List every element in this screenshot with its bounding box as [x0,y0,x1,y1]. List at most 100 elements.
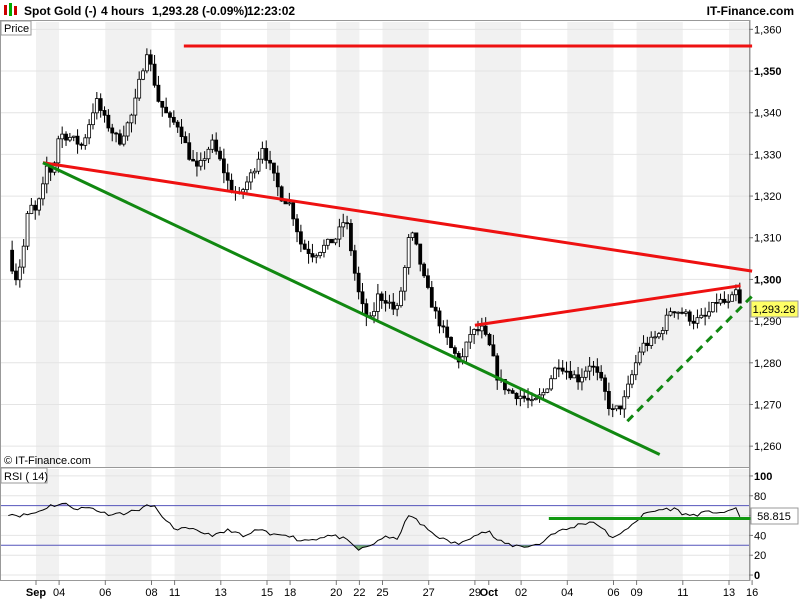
candle-up [664,314,669,331]
candle-up [726,300,731,303]
price-tick-label: 1,330 [754,149,782,161]
candle-up [56,138,61,164]
candle-down [503,379,507,391]
candle-down [737,289,742,304]
candle-down [672,311,677,314]
trendline-rising-support [626,295,754,423]
candle-up [256,158,261,172]
day-band [267,22,291,467]
candle-down [106,114,111,129]
candle-down [33,204,38,211]
candle-down [291,202,296,220]
candle-down [645,342,650,346]
candle-up [653,336,657,339]
candle-up [94,98,99,114]
candle-down [148,54,153,65]
price-label-box: Price [0,20,32,36]
candle-up [464,341,469,358]
rsi-tick-label: 40 [754,530,766,542]
day-band [105,469,152,580]
price-tick-label: 1,290 [754,316,782,328]
candle-up [637,351,642,364]
candle-up [545,388,550,393]
candle-down [426,275,430,288]
price-tick-label: 1,350 [754,66,782,78]
rsi-line [8,502,741,551]
candle-up [734,289,738,296]
candle-down [618,405,623,410]
candle-up [44,165,49,185]
candle-down [156,84,161,102]
candle-down [356,272,361,293]
candle-down [526,397,530,401]
candle-up [641,342,646,353]
time-tick-label: 13 [723,587,735,599]
candle-series [10,48,742,418]
price-tick-label: 1,280 [754,358,782,370]
candle-up [87,124,92,139]
day-band [474,22,522,467]
day-band [336,469,360,580]
candle-down [298,231,303,245]
candle-down [225,172,230,181]
day-band [267,469,291,580]
candle-down [606,391,611,410]
candle-down [422,263,426,277]
candle-up [37,198,41,211]
candle-up [198,160,203,167]
last-price-tag: 1,293.28 [750,300,799,318]
price-tick-label: 1,260 [754,441,782,453]
candle-up [248,172,253,183]
candle-up [580,376,584,383]
candle-down [391,301,396,310]
time-tick-label: 06 [99,587,111,599]
candle-down [310,253,315,258]
candle-down [449,336,453,349]
header-quote: 1,293.28 (-0.09%) [152,4,248,18]
candle-up [406,237,411,268]
candle-up [202,158,207,161]
candle-down [110,127,115,134]
candle-down [152,63,157,86]
candle-up [341,222,346,228]
time-tick-label: 25 [376,587,388,599]
time-tick-label: 06 [607,587,619,599]
trendline-upper-trend [42,161,753,273]
candle-up [468,334,473,343]
time-tick-label: 27 [423,587,435,599]
candle-up [518,395,523,400]
candle-up [695,317,700,324]
watermark: © IT-Finance.com [4,455,91,467]
candle-up [683,311,688,314]
price-label: Price [4,23,29,35]
candle-down [175,121,180,128]
candle-up [529,399,534,402]
candle-up [71,135,76,138]
candle-up [402,267,407,292]
trendline-rising-wedge-upper [474,284,741,327]
candle-down [349,223,353,252]
candle-down [179,126,184,138]
candle-down [183,136,188,144]
candle-up [549,378,554,390]
price-tick-label: 1,360 [754,24,782,36]
candle-down [221,158,226,174]
candle-up [375,293,380,312]
candle-up [121,135,126,145]
candle-down [714,302,719,304]
candle-down [476,329,480,332]
day-band [567,469,614,580]
last-price-text: 1,293.28 [753,304,796,316]
time-tick-label: 04 [53,587,65,599]
candle-down [171,116,176,123]
candle-down [506,389,511,392]
candle-down [680,311,684,314]
candle-up [17,266,22,281]
candle-down [14,270,18,281]
candle-down [452,347,457,354]
candle-down [560,367,565,372]
rsi-tick-label: 80 [754,491,766,503]
candle-up [245,181,249,191]
candle-up [325,238,330,246]
